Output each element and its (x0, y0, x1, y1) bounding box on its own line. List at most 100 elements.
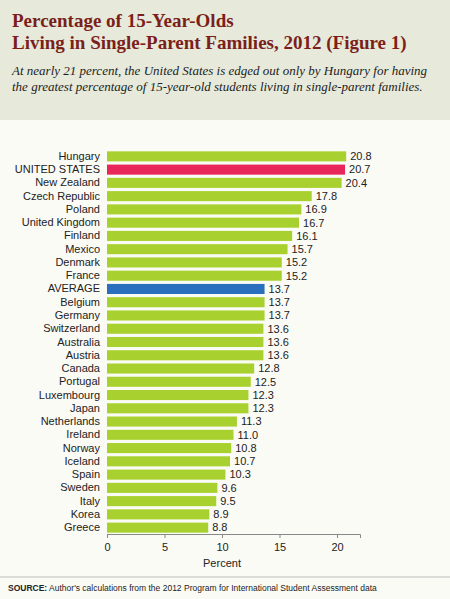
tick-mark (337, 534, 338, 538)
data-label: 11.3 (241, 415, 262, 427)
x-axis-title: Percent (203, 557, 241, 569)
bar (107, 337, 263, 347)
category-label: Korea (71, 508, 101, 520)
data-label: 9.5 (220, 495, 235, 507)
category-label: Japan (70, 402, 100, 414)
tick-label: 10 (216, 541, 228, 553)
tick: Spain (72, 468, 100, 480)
bar (107, 350, 263, 360)
tick: Iceland (65, 455, 100, 467)
category-label: Denmark (55, 256, 100, 268)
category-label: Belgium (60, 296, 100, 308)
tick: Finland (64, 229, 100, 241)
source: SOURCE: Author's calculations from the 2… (8, 583, 377, 593)
category-label: France (66, 269, 100, 281)
tick: Czech Republic (23, 190, 101, 202)
tick: UNITED STATES (15, 163, 100, 175)
tick: Hungary (58, 150, 100, 162)
data-label: 20.4 (346, 177, 367, 189)
category-label: Portugal (59, 375, 100, 387)
data-label: 8.9 (213, 508, 228, 520)
tick: 15 (274, 534, 286, 553)
bar (107, 231, 292, 241)
bar (107, 165, 345, 175)
data-label: 11.0 (238, 429, 259, 441)
category-label: Ireland (66, 428, 100, 440)
data-label: 12.5 (255, 376, 276, 388)
tick: 5 (162, 534, 168, 553)
bar (107, 204, 301, 214)
bar (107, 417, 237, 427)
category-label: Netherlands (41, 415, 101, 427)
tick: Belgium (60, 296, 100, 308)
bar (107, 483, 217, 493)
chart: Percentage of 15-Year-OldsLiving in Sing… (0, 0, 450, 599)
tick: Norway (63, 442, 101, 454)
category-label: UNITED STATES (15, 163, 100, 175)
tick: Mexico (65, 243, 100, 255)
data-label: 20.8 (350, 150, 371, 162)
tick: Luxembourg (39, 389, 100, 401)
tick: Canada (61, 362, 100, 374)
bar (107, 191, 312, 201)
data-label: 15.2 (286, 256, 307, 268)
source-rule (0, 577, 450, 578)
data-label: 13.7 (269, 283, 290, 295)
tick: Australia (57, 336, 101, 348)
data-label: 13.6 (267, 323, 288, 335)
data-label: 10.8 (235, 442, 256, 454)
bar (107, 271, 282, 281)
data-label: 15.2 (286, 270, 307, 282)
category-label: Iceland (65, 455, 100, 467)
tick: AVERAGE (48, 282, 100, 294)
category-label: Hungary (58, 150, 100, 162)
data-label: 10.3 (229, 468, 250, 480)
data-label: 13.6 (267, 336, 288, 348)
bar (107, 324, 263, 334)
data-label: 12.3 (252, 402, 273, 414)
bar (107, 430, 234, 440)
bar (107, 403, 248, 413)
data-label: 16.1 (296, 230, 317, 242)
data-label: 8.8 (212, 521, 227, 533)
data-label: 17.8 (316, 190, 337, 202)
data-label: 12.3 (252, 389, 273, 401)
category-label: Mexico (65, 243, 100, 255)
y-axis: HungaryUNITED STATESNew ZealandCzech Rep… (15, 150, 101, 533)
category-label: Luxembourg (39, 389, 100, 401)
data-label: 10.7 (234, 455, 255, 467)
bar (107, 443, 231, 453)
category-label: United Kingdom (22, 216, 100, 228)
tick: France (66, 269, 100, 281)
bar (107, 390, 248, 400)
tick: 20 (331, 534, 343, 553)
x-axis: 0 5 10 15 20 (104, 534, 360, 553)
bar (107, 244, 288, 254)
tick: Netherlands (41, 415, 101, 427)
bar (107, 284, 265, 294)
tick-mark (107, 534, 108, 538)
tick-mark (165, 534, 166, 538)
category-label: Sweden (60, 481, 100, 493)
category-label: Canada (61, 362, 100, 374)
category-label: Spain (72, 468, 100, 480)
tick: Greece (64, 521, 100, 533)
bar (107, 310, 265, 320)
bar (107, 178, 342, 188)
tick: United Kingdom (22, 216, 100, 228)
data-label: 12.8 (258, 362, 279, 374)
tick: Japan (70, 402, 100, 414)
category-label: Switzerland (43, 322, 100, 334)
data-label: 16.7 (303, 217, 324, 229)
data-label: 15.7 (292, 243, 313, 255)
bar (107, 496, 216, 506)
bar (107, 377, 251, 387)
bars (107, 151, 346, 532)
tick: Italy (80, 495, 101, 507)
tick: 0 (104, 534, 110, 553)
tick: Germany (55, 309, 101, 321)
tick: Korea (71, 508, 101, 520)
bar (107, 257, 282, 267)
data-label: 13.6 (267, 349, 288, 361)
tick: 10 (216, 534, 228, 553)
